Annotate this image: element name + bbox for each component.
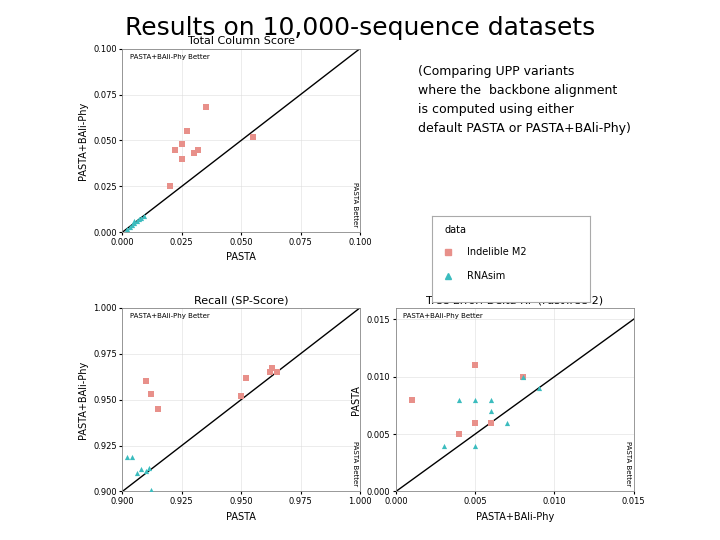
- Point: [193, 145, 204, 154]
- Text: PASTA Better: PASTA Better: [351, 181, 358, 227]
- Point: [138, 211, 150, 220]
- Point: [469, 418, 481, 427]
- X-axis label: PASTA: PASTA: [226, 252, 256, 262]
- Y-axis label: PASTA+BAli-Phy: PASTA+BAli-Phy: [78, 102, 88, 179]
- Point: [176, 140, 187, 149]
- Point: [169, 145, 181, 154]
- Text: PASTA Better: PASTA Better: [625, 441, 631, 486]
- Point: [517, 373, 528, 381]
- Point: [131, 217, 143, 226]
- Point: [485, 407, 497, 415]
- Point: [485, 418, 497, 427]
- Point: [143, 463, 154, 472]
- Title: Recall (SP-Score): Recall (SP-Score): [194, 295, 289, 306]
- Point: [454, 430, 465, 438]
- Point: [164, 182, 176, 191]
- X-axis label: PASTA: PASTA: [226, 511, 256, 522]
- Point: [181, 127, 192, 136]
- Point: [517, 373, 528, 381]
- Point: [152, 404, 163, 413]
- Point: [266, 364, 278, 373]
- Point: [501, 418, 513, 427]
- Point: [128, 219, 140, 227]
- Point: [240, 373, 252, 382]
- Text: PASTA Better: PASTA Better: [351, 441, 358, 486]
- Point: [406, 395, 418, 404]
- Point: [128, 217, 140, 226]
- Point: [145, 485, 157, 494]
- Point: [235, 392, 247, 400]
- Point: [140, 377, 152, 386]
- Point: [126, 452, 138, 461]
- Point: [533, 384, 544, 393]
- Point: [454, 395, 465, 404]
- Text: PASTA+BAli-Phy Better: PASTA+BAli-Phy Better: [130, 54, 210, 60]
- Text: Results on 10,000-sequence datasets: Results on 10,000-sequence datasets: [125, 16, 595, 40]
- Title: Total Column Score: Total Column Score: [188, 36, 294, 46]
- Point: [135, 213, 147, 222]
- Text: (Comparing UPP variants
where the  backbone alignment
is computed using either
d: (Comparing UPP variants where the backbo…: [418, 65, 631, 135]
- Point: [469, 395, 481, 404]
- Text: PASTA+BAli-Phy Better: PASTA+BAli-Phy Better: [130, 313, 210, 319]
- Point: [469, 441, 481, 450]
- X-axis label: PASTA+BAli-Phy: PASTA+BAli-Phy: [476, 511, 554, 522]
- Point: [469, 361, 481, 369]
- Text: RNAsim: RNAsim: [467, 272, 505, 281]
- Point: [145, 390, 157, 399]
- Point: [264, 368, 276, 376]
- Point: [135, 465, 147, 474]
- Point: [454, 430, 465, 438]
- Point: [188, 149, 199, 158]
- Y-axis label: PASTA+BAli-Phy: PASTA+BAli-Phy: [78, 361, 88, 438]
- Point: [122, 452, 133, 461]
- Point: [438, 441, 449, 450]
- Text: PASTA+BAli-Phy Better: PASTA+BAli-Phy Better: [403, 313, 483, 319]
- Title: Tree Error: Delta RF (FastTree-2): Tree Error: Delta RF (FastTree-2): [426, 295, 603, 306]
- Text: data: data: [445, 225, 467, 235]
- Point: [126, 220, 138, 229]
- Y-axis label: PASTA: PASTA: [351, 384, 361, 415]
- Point: [485, 395, 497, 404]
- Text: Indelible M2: Indelible M2: [467, 247, 526, 257]
- Point: [124, 222, 135, 231]
- Point: [248, 132, 259, 141]
- Point: [122, 224, 133, 233]
- Point: [131, 469, 143, 477]
- Point: [176, 154, 187, 163]
- Point: [140, 467, 152, 476]
- Point: [271, 368, 282, 376]
- Point: [133, 215, 145, 224]
- Point: [200, 103, 212, 112]
